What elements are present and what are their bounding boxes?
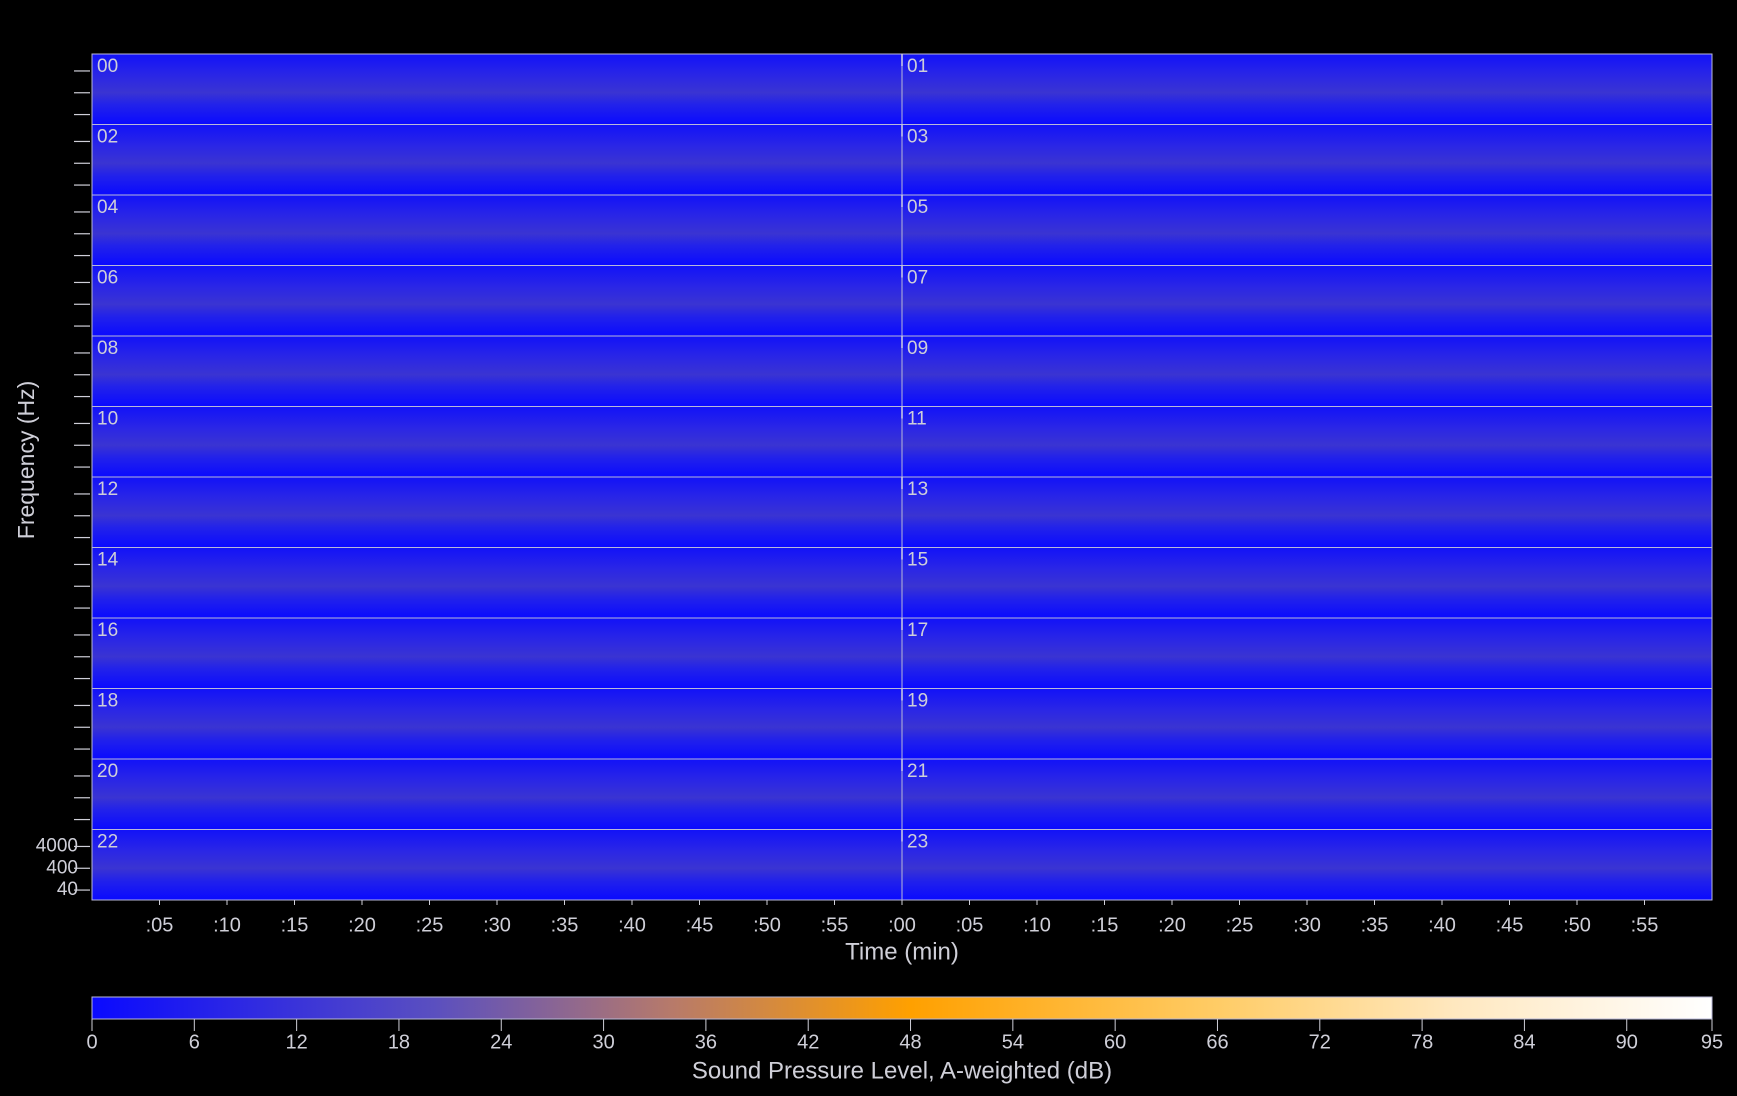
colorbar-tick-label: 30	[592, 1031, 614, 1053]
hour-panel	[902, 407, 1712, 478]
colorbar-tick-label: 60	[1104, 1031, 1126, 1053]
hour-panel	[902, 759, 1712, 830]
panel-label: 17	[907, 620, 928, 641]
x-tick-label: :20	[348, 914, 376, 936]
hour-panel	[92, 548, 902, 619]
hour-panel	[902, 477, 1712, 548]
panel-label: 04	[97, 197, 119, 218]
colorbar-tick-label: 36	[695, 1031, 717, 1053]
panel-label: 10	[97, 409, 118, 430]
panel-label: 13	[907, 479, 928, 500]
colorbar-tick-label: 90	[1616, 1031, 1638, 1053]
panel-label: 01	[907, 56, 928, 77]
colorbar-tick-label: 6	[189, 1031, 200, 1053]
hour-panel	[902, 54, 1712, 125]
x-tick-label: :00	[888, 914, 916, 936]
x-tick-label: :10	[1023, 914, 1051, 936]
hour-panel	[902, 548, 1712, 619]
panel-label: 23	[907, 832, 928, 853]
y-tick-label: 40	[57, 879, 78, 900]
y-axis-label: Frequency (Hz)	[13, 381, 39, 539]
x-tick-label: :45	[1496, 914, 1524, 936]
hour-panel	[902, 336, 1712, 407]
x-tick-label: :35	[1361, 914, 1389, 936]
panel-label: 03	[907, 127, 928, 148]
hour-panel	[902, 125, 1712, 196]
hour-panel	[902, 830, 1712, 901]
x-tick-label: :45	[686, 914, 714, 936]
x-tick-label: :15	[1091, 914, 1119, 936]
x-tick-label: :20	[1158, 914, 1186, 936]
hour-panel	[902, 195, 1712, 266]
hour-panel	[92, 759, 902, 830]
x-tick-label: :35	[551, 914, 579, 936]
colorbar	[92, 997, 1712, 1019]
panel-label: 12	[97, 479, 118, 500]
panel-label: 02	[97, 127, 118, 148]
colorbar-tick-label: 12	[286, 1031, 308, 1053]
hour-panel	[902, 618, 1712, 689]
hour-panel	[92, 54, 902, 125]
colorbar-tick-label: 0	[86, 1031, 97, 1053]
x-tick-label: :10	[213, 914, 241, 936]
x-axis-label: Time (min)	[845, 938, 959, 965]
y-tick-label: 400	[46, 857, 78, 878]
hour-panel	[92, 125, 902, 196]
colorbar-tick-label: 24	[490, 1031, 512, 1053]
hour-panel	[902, 266, 1712, 337]
panel-label: 21	[907, 761, 928, 782]
colorbar-tick-label: 18	[388, 1031, 410, 1053]
hour-panel	[92, 336, 902, 407]
panel-label: 18	[97, 691, 118, 712]
x-tick-label: :40	[1428, 914, 1456, 936]
panel-label: 06	[97, 268, 118, 289]
colorbar-tick-label: 78	[1411, 1031, 1433, 1053]
hour-panel	[902, 689, 1712, 760]
panel-label: 07	[907, 268, 928, 289]
panel-label: 15	[907, 550, 928, 571]
colorbar-tick-label: 95	[1701, 1031, 1723, 1053]
panel-label: 20	[97, 761, 118, 782]
colorbar-label: Sound Pressure Level, A-weighted (dB)	[692, 1057, 1112, 1084]
x-tick-label: :50	[753, 914, 781, 936]
x-tick-label: :05	[146, 914, 174, 936]
panel-label: 11	[907, 409, 927, 430]
hour-panel	[92, 266, 902, 337]
x-tick-label: :55	[1631, 914, 1659, 936]
panel-label: 14	[97, 550, 119, 571]
panel-label: 19	[907, 691, 928, 712]
hour-panel	[92, 195, 902, 266]
x-tick-label: :25	[416, 914, 444, 936]
colorbar-tick-label: 72	[1309, 1031, 1331, 1053]
x-tick-label: :30	[483, 914, 511, 936]
y-tick-label: 4000	[36, 835, 78, 856]
hour-panel	[92, 618, 902, 689]
panel-label: 08	[97, 338, 118, 359]
colorbar-tick-label: 66	[1206, 1031, 1228, 1053]
x-tick-label: :30	[1293, 914, 1321, 936]
x-tick-label: :55	[821, 914, 849, 936]
panel-label: 22	[97, 832, 118, 853]
colorbar-tick-label: 54	[1002, 1031, 1024, 1053]
panel-label: 09	[907, 338, 928, 359]
panel-label: 05	[907, 197, 928, 218]
x-tick-label: :15	[281, 914, 309, 936]
panel-label: 00	[97, 56, 118, 77]
hour-panel	[92, 477, 902, 548]
colorbar-tick-label: 48	[899, 1031, 921, 1053]
x-tick-label: :50	[1563, 914, 1591, 936]
hour-panel	[92, 689, 902, 760]
panel-label: 16	[97, 620, 118, 641]
colorbar-tick-label: 42	[797, 1031, 819, 1053]
hour-panel	[92, 830, 902, 901]
x-tick-label: :05	[956, 914, 984, 936]
colorbar-tick-label: 84	[1513, 1031, 1535, 1053]
x-tick-label: :40	[618, 914, 646, 936]
hour-panel	[92, 407, 902, 478]
x-tick-label: :25	[1226, 914, 1254, 936]
